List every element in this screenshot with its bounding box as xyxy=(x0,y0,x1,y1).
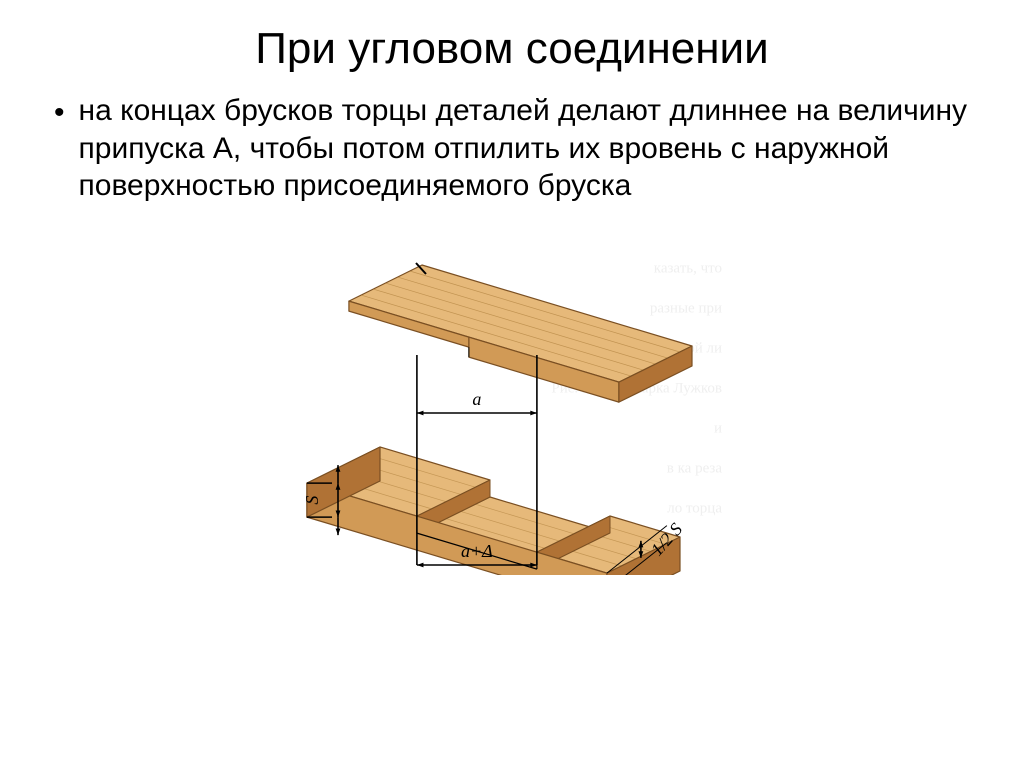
bullet-marker: • xyxy=(54,94,65,132)
slide-title: При угловом соединении xyxy=(36,24,988,74)
wood-joint-diagram: казать, чторазные прикрепкой лиРис. По. … xyxy=(292,235,732,580)
svg-text:a: a xyxy=(472,389,481,409)
svg-text:казать, что: казать, что xyxy=(654,260,722,276)
body-text: на концах брусков торцы деталей делают д… xyxy=(79,92,968,205)
svg-text:и: и xyxy=(714,420,722,436)
bullet-row: • на концах брусков торцы деталей делают… xyxy=(36,92,988,205)
svg-text:разные при: разные при xyxy=(650,300,722,316)
svg-text:в ка реза: в ка реза xyxy=(667,460,723,476)
diagram-svg: казать, чторазные прикрепкой лиРис. По. … xyxy=(292,235,732,575)
figure-container: казать, чторазные прикрепкой лиРис. По. … xyxy=(36,235,988,580)
svg-text:ло торца: ло торца xyxy=(667,500,722,516)
svg-text:S: S xyxy=(302,495,322,504)
svg-text:a+Δ: a+Δ xyxy=(461,541,493,561)
